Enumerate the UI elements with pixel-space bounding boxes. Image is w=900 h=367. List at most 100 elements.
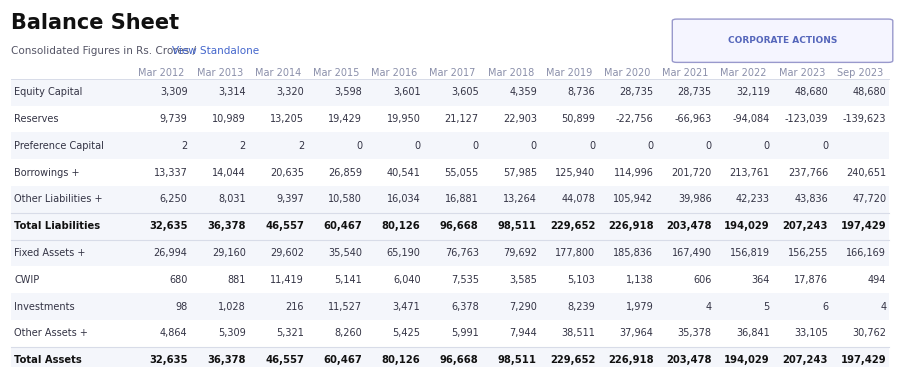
Text: 11,419: 11,419	[270, 275, 304, 285]
Text: 3,585: 3,585	[509, 275, 537, 285]
Text: 1,979: 1,979	[626, 302, 653, 312]
Text: 114,996: 114,996	[614, 168, 653, 178]
Text: -139,623: -139,623	[842, 114, 886, 124]
Text: Other Liabilities +: Other Liabilities +	[14, 195, 103, 204]
Text: 8,736: 8,736	[567, 87, 595, 97]
Text: 8,239: 8,239	[567, 302, 595, 312]
Text: 19,950: 19,950	[387, 114, 420, 124]
Text: 2: 2	[239, 141, 246, 151]
Text: 65,190: 65,190	[387, 248, 420, 258]
Text: 13,337: 13,337	[154, 168, 187, 178]
Text: 80,126: 80,126	[382, 221, 420, 231]
Text: -123,039: -123,039	[785, 114, 828, 124]
Text: Mar 2022: Mar 2022	[720, 68, 767, 79]
Text: Sep 2023: Sep 2023	[837, 68, 883, 79]
Text: 36,841: 36,841	[736, 328, 770, 338]
Text: -22,756: -22,756	[616, 114, 653, 124]
Text: 16,034: 16,034	[387, 195, 420, 204]
Text: 185,836: 185,836	[614, 248, 653, 258]
Text: 47,720: 47,720	[852, 195, 886, 204]
Text: 13,264: 13,264	[503, 195, 537, 204]
Text: 8,031: 8,031	[218, 195, 246, 204]
Text: Mar 2013: Mar 2013	[196, 68, 243, 79]
Text: 22,903: 22,903	[503, 114, 537, 124]
Text: 7,944: 7,944	[509, 328, 537, 338]
Text: 0: 0	[531, 141, 537, 151]
Text: 194,029: 194,029	[724, 355, 770, 365]
Text: 60,467: 60,467	[323, 355, 363, 365]
Text: 0: 0	[356, 141, 363, 151]
Text: Mar 2012: Mar 2012	[139, 68, 184, 79]
Text: 7,290: 7,290	[509, 302, 537, 312]
Text: Mar 2023: Mar 2023	[778, 68, 825, 79]
Text: 35,378: 35,378	[678, 328, 712, 338]
Text: 48,680: 48,680	[852, 87, 886, 97]
Text: 80,126: 80,126	[382, 355, 420, 365]
Text: 10,989: 10,989	[212, 114, 246, 124]
Text: CWIP: CWIP	[14, 275, 40, 285]
Bar	[11, 240, 889, 266]
Text: 680: 680	[169, 275, 187, 285]
Text: 6,378: 6,378	[451, 302, 479, 312]
Text: 166,169: 166,169	[846, 248, 886, 258]
Text: 0: 0	[414, 141, 420, 151]
Text: 226,918: 226,918	[608, 221, 653, 231]
Text: Mar 2021: Mar 2021	[662, 68, 708, 79]
Text: 5,141: 5,141	[335, 275, 363, 285]
Text: 79,692: 79,692	[503, 248, 537, 258]
Text: 0: 0	[822, 141, 828, 151]
Text: 4: 4	[880, 302, 886, 312]
Text: Other Assets +: Other Assets +	[14, 328, 88, 338]
Text: 5,425: 5,425	[392, 328, 420, 338]
Text: 3,314: 3,314	[218, 87, 246, 97]
Text: 10,580: 10,580	[328, 195, 363, 204]
Text: Balance Sheet: Balance Sheet	[11, 13, 179, 33]
Text: 40,541: 40,541	[387, 168, 420, 178]
Text: 3,605: 3,605	[451, 87, 479, 97]
Text: Mar 2020: Mar 2020	[604, 68, 651, 79]
Text: 226,918: 226,918	[608, 355, 653, 365]
Text: 194,029: 194,029	[724, 221, 770, 231]
Text: 197,429: 197,429	[841, 221, 886, 231]
Text: 96,668: 96,668	[440, 221, 479, 231]
Bar	[11, 79, 889, 106]
Text: 237,766: 237,766	[788, 168, 828, 178]
Text: 7,535: 7,535	[451, 275, 479, 285]
Text: 19,429: 19,429	[328, 114, 363, 124]
Text: 76,763: 76,763	[445, 248, 479, 258]
Text: 240,651: 240,651	[846, 168, 886, 178]
Text: 197,429: 197,429	[841, 355, 886, 365]
Text: Mar 2014: Mar 2014	[255, 68, 301, 79]
Text: 60,467: 60,467	[323, 221, 363, 231]
Text: 5: 5	[763, 302, 769, 312]
Text: 4,359: 4,359	[509, 87, 537, 97]
Text: 98: 98	[176, 302, 187, 312]
Text: 9,397: 9,397	[276, 195, 304, 204]
Text: 32,635: 32,635	[149, 221, 187, 231]
Text: 5,991: 5,991	[451, 328, 479, 338]
Text: 6: 6	[822, 302, 828, 312]
Text: 2: 2	[298, 141, 304, 151]
Text: 207,243: 207,243	[783, 221, 828, 231]
Text: 213,761: 213,761	[730, 168, 770, 178]
Text: 48,680: 48,680	[795, 87, 828, 97]
Text: 3,320: 3,320	[276, 87, 304, 97]
Text: 17,876: 17,876	[794, 275, 828, 285]
Text: 167,490: 167,490	[671, 248, 712, 258]
Text: 21,127: 21,127	[445, 114, 479, 124]
Text: 39,986: 39,986	[678, 195, 712, 204]
Text: 494: 494	[868, 275, 886, 285]
Text: 229,652: 229,652	[550, 221, 595, 231]
Text: 5,309: 5,309	[218, 328, 246, 338]
Bar	[11, 132, 889, 159]
Text: CORPORATE ACTIONS: CORPORATE ACTIONS	[728, 36, 837, 45]
Text: 28,735: 28,735	[619, 87, 653, 97]
Text: 32,119: 32,119	[736, 87, 770, 97]
Bar	[11, 293, 889, 320]
Text: Preference Capital: Preference Capital	[14, 141, 104, 151]
Text: 98,511: 98,511	[498, 355, 537, 365]
Text: 13,205: 13,205	[270, 114, 304, 124]
Text: -66,963: -66,963	[674, 114, 712, 124]
Text: 28,735: 28,735	[678, 87, 712, 97]
Text: 6,250: 6,250	[159, 195, 187, 204]
